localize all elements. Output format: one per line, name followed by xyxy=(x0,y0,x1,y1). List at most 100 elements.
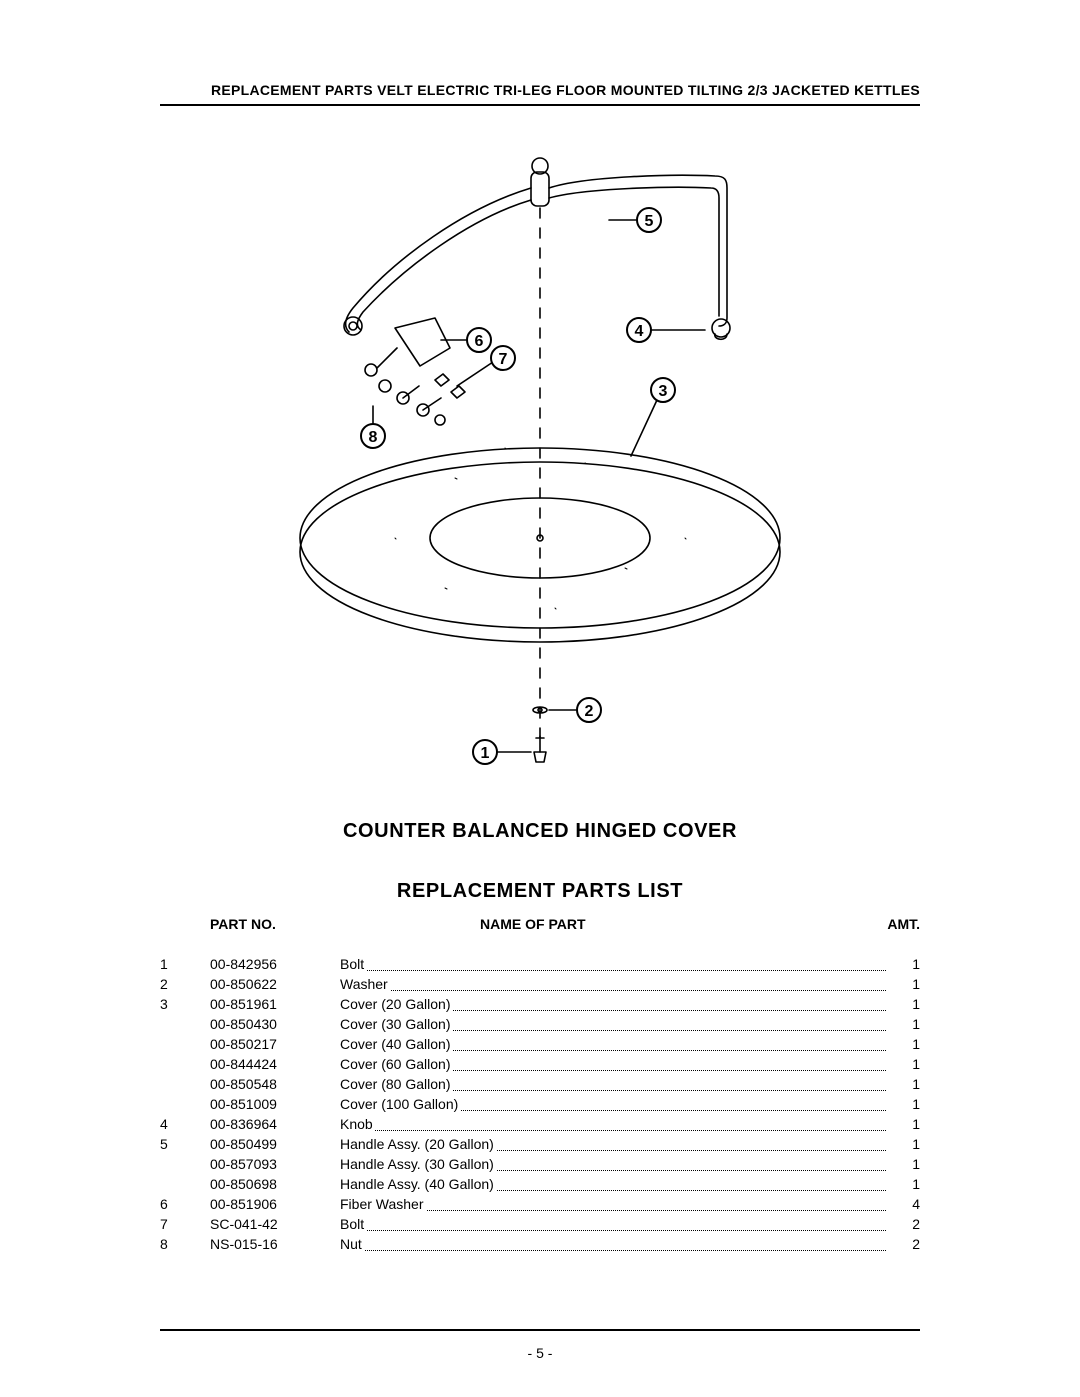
table-row: 00-850430Cover (30 Gallon)1 xyxy=(160,1014,920,1034)
row-index: 2 xyxy=(160,974,210,994)
callout-5: 5 xyxy=(637,208,661,232)
callout-1: 1 xyxy=(473,740,497,764)
row-amt: 1 xyxy=(886,1094,920,1114)
diagram-svg: 5 4 3 6 7 xyxy=(245,148,835,788)
row-amt: 1 xyxy=(886,994,920,1014)
table-row: 00-850548Cover (80 Gallon)1 xyxy=(160,1074,920,1094)
row-amt: 1 xyxy=(886,1014,920,1034)
exploded-diagram: 5 4 3 6 7 xyxy=(245,148,835,788)
callout-8-label: 8 xyxy=(369,429,378,446)
row-name-label: Handle Assy. (30 Gallon) xyxy=(340,1156,496,1172)
row-amt: 2 xyxy=(886,1234,920,1254)
row-index: 7 xyxy=(160,1214,210,1234)
row-name-label: Fiber Washer xyxy=(340,1196,426,1212)
row-name-label: Cover (40 Gallon) xyxy=(340,1036,453,1052)
row-partno: 00-857093 xyxy=(210,1154,340,1174)
callout-6-label: 6 xyxy=(475,333,484,350)
row-name: Handle Assy. (20 Gallon) xyxy=(340,1134,886,1154)
row-index: 3 xyxy=(160,994,210,1014)
row-partno: 00-850430 xyxy=(210,1014,340,1034)
table-row: 400-836964Knob 1 xyxy=(160,1114,920,1134)
row-amt: 1 xyxy=(886,974,920,994)
row-name-label: Bolt xyxy=(340,1216,366,1232)
row-name-label: Washer xyxy=(340,976,390,992)
row-index: 4 xyxy=(160,1114,210,1134)
row-name-label: Cover (20 Gallon) xyxy=(340,996,453,1012)
row-name: Bolt xyxy=(340,1214,886,1234)
callout-1-label: 1 xyxy=(481,745,490,762)
row-name: Fiber Washer xyxy=(340,1194,886,1214)
row-partno: 00-836964 xyxy=(210,1114,340,1134)
table-row: 00-857093Handle Assy. (30 Gallon) 1 xyxy=(160,1154,920,1174)
row-partno: 00-850499 xyxy=(210,1134,340,1154)
table-row: 600-851906Fiber Washer 4 xyxy=(160,1194,920,1214)
row-name: Cover (60 Gallon) xyxy=(340,1054,886,1074)
leader-dots xyxy=(340,1130,886,1131)
col-header-name: NAME OF PART xyxy=(480,916,586,932)
table-row: 00-844424Cover (60 Gallon)1 xyxy=(160,1054,920,1074)
page: REPLACEMENT PARTS VELT ELECTRIC TRI-LEG … xyxy=(0,0,1080,1397)
row-partno: 00-850217 xyxy=(210,1034,340,1054)
parts-table: PART NO. NAME OF PART AMT. 100-842956Bol… xyxy=(160,910,920,1254)
callout-2: 2 xyxy=(577,698,601,722)
row-partno: 00-851009 xyxy=(210,1094,340,1114)
table-row: 200-850622Washer1 xyxy=(160,974,920,994)
table-header-row: PART NO. NAME OF PART AMT. xyxy=(160,916,920,948)
table-row: 500-850499Handle Assy. (20 Gallon)1 xyxy=(160,1134,920,1154)
row-name: Cover (20 Gallon) xyxy=(340,994,886,1014)
callout-8: 8 xyxy=(361,424,385,448)
rule-bottom xyxy=(160,1329,920,1331)
table-row: 300-851961Cover (20 Gallon) 1 xyxy=(160,994,920,1014)
row-index: 5 xyxy=(160,1134,210,1154)
row-name: Cover (40 Gallon) xyxy=(340,1034,886,1054)
row-partno: 00-851961 xyxy=(210,994,340,1014)
row-partno: 00-850698 xyxy=(210,1174,340,1194)
row-amt: 1 xyxy=(886,1114,920,1134)
row-name-label: Handle Assy. (20 Gallon) xyxy=(340,1136,496,1152)
callout-2-label: 2 xyxy=(585,703,594,720)
row-name-label: Nut xyxy=(340,1236,364,1252)
callout-7: 7 xyxy=(491,346,515,370)
row-partno: 00-844424 xyxy=(210,1054,340,1074)
page-number: - 5 - xyxy=(0,1345,1080,1361)
row-amt: 1 xyxy=(886,954,920,974)
row-amt: 2 xyxy=(886,1214,920,1234)
row-partno: 00-850548 xyxy=(210,1074,340,1094)
callout-7-label: 7 xyxy=(499,351,508,368)
row-name: Cover (80 Gallon) xyxy=(340,1074,886,1094)
row-partno: NS-015-16 xyxy=(210,1234,340,1254)
row-name: Washer xyxy=(340,974,886,994)
col-header-amt: AMT. xyxy=(887,916,920,932)
row-name-label: Cover (80 Gallon) xyxy=(340,1076,453,1092)
section-title: COUNTER BALANCED HINGED COVER xyxy=(0,820,1080,843)
row-partno: 00-851906 xyxy=(210,1194,340,1214)
rule-top xyxy=(160,104,920,106)
callout-3: 3 xyxy=(651,378,675,402)
row-name: Cover (100 Gallon) xyxy=(340,1094,886,1114)
row-name: Cover (30 Gallon) xyxy=(340,1014,886,1034)
row-name-label: Handle Assy. (40 Gallon) xyxy=(340,1176,496,1192)
table-row: 8NS-015-16Nut 2 xyxy=(160,1234,920,1254)
row-partno: SC-041-42 xyxy=(210,1214,340,1234)
callout-3-label: 3 xyxy=(659,383,668,400)
row-name: Knob xyxy=(340,1114,886,1134)
leader-dots xyxy=(340,1250,886,1251)
row-name: Bolt xyxy=(340,954,886,974)
table-body: 100-842956Bolt1200-850622Washer1300-8519… xyxy=(160,954,920,1254)
page-header: REPLACEMENT PARTS VELT ELECTRIC TRI-LEG … xyxy=(210,82,920,98)
table-row: 100-842956Bolt1 xyxy=(160,954,920,974)
row-index: 8 xyxy=(160,1234,210,1254)
row-partno: 00-842956 xyxy=(210,954,340,974)
row-amt: 4 xyxy=(886,1194,920,1214)
leader-dots xyxy=(340,990,886,991)
callout-4: 4 xyxy=(627,318,651,342)
row-amt: 1 xyxy=(886,1054,920,1074)
row-amt: 1 xyxy=(886,1154,920,1174)
row-name-label: Knob xyxy=(340,1116,375,1132)
table-row: 00-850698Handle Assy. (40 Gallon)1 xyxy=(160,1174,920,1194)
leader-dots xyxy=(340,1230,886,1231)
row-index: 6 xyxy=(160,1194,210,1214)
leader-dots xyxy=(340,970,886,971)
col-header-partno: PART NO. xyxy=(210,916,276,932)
row-name: Nut xyxy=(340,1234,886,1254)
